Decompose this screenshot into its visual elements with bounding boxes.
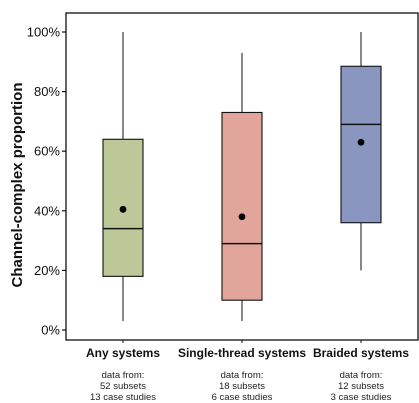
sample-note: 12 subsets xyxy=(338,381,384,392)
box-braided-systems xyxy=(340,32,382,271)
y-tick-label: 40% xyxy=(34,203,60,218)
x-category-label: Braided systems xyxy=(313,346,409,360)
mean-point xyxy=(238,213,246,221)
sample-note: 13 case studies xyxy=(90,392,156,403)
sample-note: 18 subsets xyxy=(219,381,265,392)
box-single-thread-systems xyxy=(221,52,263,322)
sample-note: 3 case studies xyxy=(331,392,392,403)
y-tick-label: 60% xyxy=(34,144,60,159)
sample-note: data from: xyxy=(340,370,383,381)
y-tick-label: 0% xyxy=(41,323,60,338)
x-category-label: Single-thread systems xyxy=(178,346,306,360)
iqr-box xyxy=(221,111,263,301)
sample-note: data from: xyxy=(102,370,145,381)
y-tick-label: 80% xyxy=(34,84,60,99)
sample-note: 6 case studies xyxy=(212,392,273,403)
mean-point xyxy=(357,138,365,146)
y-axis-label: Channel-complex proportion xyxy=(9,82,26,287)
y-tick-label: 100% xyxy=(27,25,61,40)
sample-note: 52 subsets xyxy=(100,381,146,392)
mean-point xyxy=(119,205,127,213)
x-category-label: Any systems xyxy=(86,346,160,360)
box-any-systems xyxy=(102,32,144,322)
sample-note: data from: xyxy=(221,370,264,381)
y-tick-label: 20% xyxy=(34,263,60,278)
